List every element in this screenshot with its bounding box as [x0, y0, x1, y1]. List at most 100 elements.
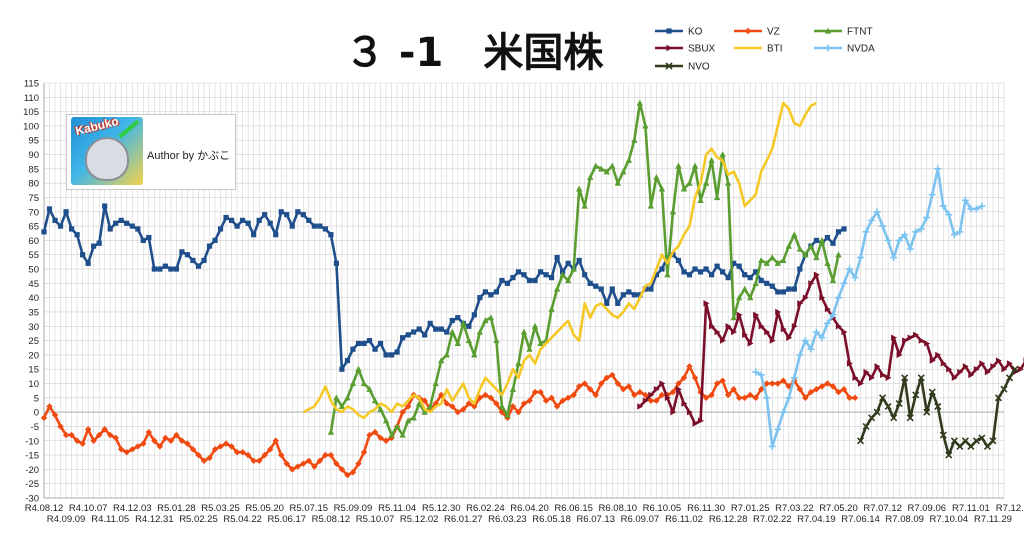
data-point-nvda	[917, 225, 925, 233]
data-point-nvo	[939, 431, 947, 439]
data-point-vz	[178, 437, 186, 444]
data-point-ko	[444, 329, 450, 335]
data-point-nvda	[884, 236, 892, 244]
data-point-vz	[278, 451, 285, 459]
data-point-ko	[74, 232, 80, 238]
data-point-ko	[306, 217, 312, 223]
x-tick-label: R6.10.05	[643, 503, 682, 514]
data-point-ko	[234, 223, 240, 229]
data-point-ko	[57, 223, 64, 229]
data-point-ftnt	[609, 162, 616, 169]
data-point-nvda	[923, 214, 931, 222]
x-tick-label: R4.08.12	[25, 503, 64, 514]
data-point-vz	[316, 457, 324, 464]
data-point-ftnt	[691, 162, 699, 169]
y-tick-label: 95	[28, 136, 39, 147]
data-point-sbux	[924, 340, 931, 347]
data-point-nvo	[862, 422, 870, 431]
data-point-ko	[422, 332, 428, 338]
data-point-vz	[691, 374, 699, 381]
data-point-ko	[427, 320, 433, 327]
data-point-ftnt	[802, 251, 809, 258]
data-point-ko	[405, 332, 411, 338]
data-point-vz	[118, 446, 125, 453]
x-tick-label: R7.11.29	[974, 514, 1012, 525]
series-sbux	[637, 271, 1024, 427]
data-point-nvda	[956, 228, 964, 236]
data-point-ftnt	[487, 314, 495, 321]
legend-label-bti: BTI	[767, 44, 783, 55]
data-point-nvda	[790, 374, 798, 382]
y-tick-label: 20	[28, 350, 39, 361]
data-point-ftnt	[791, 231, 798, 238]
data-point-ftnt	[735, 294, 743, 301]
data-point-ftnt	[631, 136, 638, 143]
data-point-vz	[780, 377, 787, 384]
x-tick-label: R5.04.22	[223, 514, 262, 525]
data-point-ko	[129, 223, 135, 229]
x-tick-label: R6.11.30	[687, 503, 725, 514]
data-point-vz	[272, 437, 279, 444]
data-point-vz	[73, 437, 81, 444]
x-tick-label: R7.10.04	[930, 514, 969, 525]
data-point-vz	[311, 463, 318, 470]
data-point-nvo	[950, 437, 958, 445]
data-point-ko	[631, 292, 637, 298]
data-point-ko	[620, 292, 626, 298]
legend-label-nvo: NVO	[688, 62, 710, 73]
legend-marker-sbux	[666, 44, 673, 52]
data-point-sbux	[697, 417, 704, 424]
y-tick-label: 90	[28, 150, 39, 161]
data-point-sbux	[775, 308, 782, 316]
data-point-ftnt	[338, 403, 346, 410]
x-tick-label: R5.12.02	[400, 514, 439, 525]
data-point-vz	[449, 403, 456, 410]
data-point-vz	[719, 377, 726, 384]
data-point-vz	[68, 431, 75, 439]
data-point-ko	[118, 217, 124, 223]
data-point-vz	[140, 440, 147, 447]
data-point-vz	[366, 431, 373, 439]
data-point-ko	[686, 272, 693, 278]
y-tick-label: 10	[28, 379, 39, 390]
data-point-vz	[802, 394, 809, 402]
x-tick-label: R7.05.20	[819, 503, 858, 514]
data-point-ftnt	[675, 162, 682, 169]
data-point-ko	[228, 217, 235, 223]
data-point-vz	[333, 460, 340, 467]
data-point-ftnt	[653, 174, 660, 181]
data-point-vz	[294, 463, 301, 470]
y-tick-label: 15	[28, 365, 39, 376]
data-point-vz	[631, 391, 638, 399]
data-point-sbux	[885, 374, 892, 381]
data-point-ko	[813, 237, 820, 244]
data-point-ko	[151, 266, 157, 272]
data-point-nvda	[912, 228, 920, 236]
x-tick-label: R5.11.04	[378, 503, 416, 514]
data-point-sbux	[686, 408, 693, 416]
data-point-sbux	[841, 328, 848, 336]
data-point-vz	[526, 397, 533, 404]
data-point-ko	[372, 346, 378, 352]
data-point-vz	[636, 388, 644, 396]
data-point-vz	[173, 431, 180, 439]
data-point-ko	[350, 346, 356, 352]
data-point-nvo	[1005, 374, 1014, 382]
data-point-vz	[724, 391, 732, 399]
data-point-ko	[714, 263, 720, 269]
data-point-ko	[659, 266, 665, 272]
data-point-vz	[327, 451, 335, 459]
data-point-ftnt	[526, 345, 533, 352]
data-point-ko	[753, 269, 759, 275]
data-point-vz	[322, 451, 329, 459]
data-point-vz	[846, 394, 853, 402]
x-tick-label: R5.05.20	[245, 503, 284, 514]
y-tick-label: 25	[28, 336, 39, 347]
data-point-vz	[542, 397, 550, 404]
data-point-vz	[454, 408, 461, 416]
data-point-ftnt	[355, 365, 362, 372]
data-point-sbux	[868, 374, 875, 381]
data-point-ko	[736, 263, 742, 269]
data-point-vz	[289, 466, 296, 473]
data-point-ftnt	[642, 122, 649, 129]
